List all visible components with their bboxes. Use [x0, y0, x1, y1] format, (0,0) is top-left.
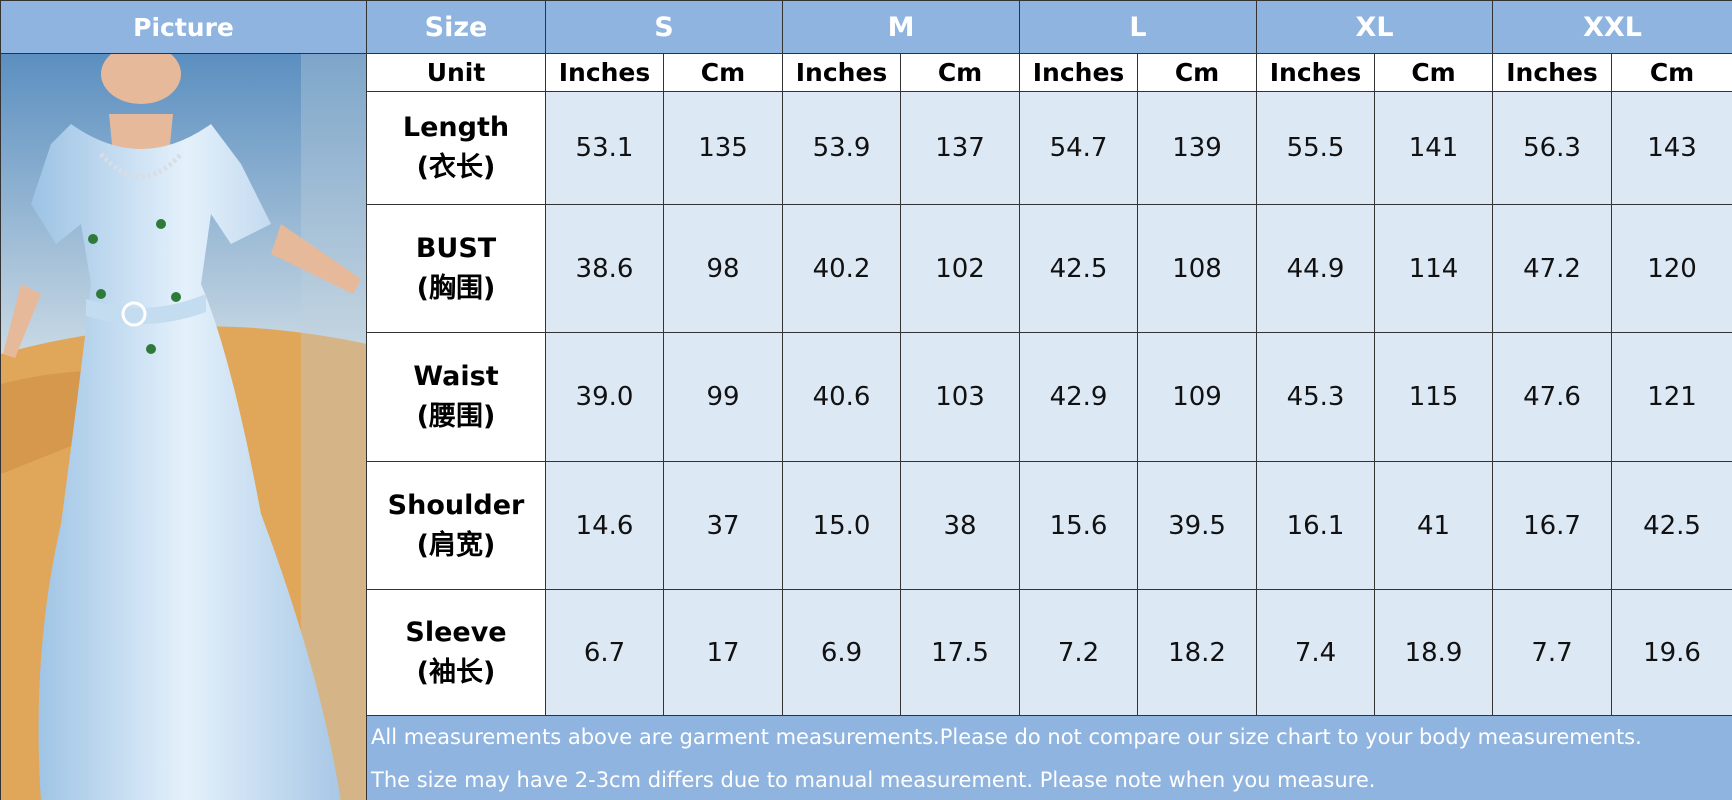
- measure-value: 7.4: [1256, 589, 1376, 716]
- measure-label: BUST (胸围): [366, 204, 546, 333]
- measure-value: 44.9: [1256, 204, 1376, 333]
- measure-name: Waist: [413, 361, 499, 392]
- measure-value: 16.1: [1256, 461, 1376, 590]
- measure-value: 54.7: [1019, 91, 1139, 205]
- measure-name: Sleeve: [405, 616, 507, 648]
- measure-value: 40.6: [782, 332, 902, 462]
- unit-label: Unit: [366, 53, 546, 92]
- measure-value: 108: [1137, 204, 1258, 333]
- measure-value: 6.7: [545, 589, 664, 716]
- measure-label: Shoulder (肩宽): [366, 461, 546, 590]
- measure-name: Shoulder: [387, 489, 525, 521]
- size-header: M: [782, 0, 1021, 54]
- measure-value: 42.5: [1019, 204, 1139, 333]
- measure-label: Waist (腰围): [366, 332, 546, 462]
- header-row: Picture Size S M L XL XXL: [0, 0, 1732, 54]
- product-picture: [0, 53, 367, 800]
- measure-value: 99: [662, 332, 784, 462]
- measure-value: 114: [1374, 204, 1494, 333]
- measure-value: 17: [662, 589, 784, 716]
- measure-label: Length (衣长): [366, 91, 546, 205]
- measure-name-cn: (肩宽): [416, 529, 496, 561]
- measure-value: 14.6: [545, 461, 664, 590]
- measure-value: 6.9: [782, 589, 902, 716]
- measure-row: Length (衣长) 53.1 135 53.9 137 54.7 139 55.5 141 56…: [1, 91, 1732, 205]
- measure-value: 18.9: [1374, 589, 1494, 716]
- unit-row: Unit Inches Cm Inches Cm Inches Cm Inches Cm Inc…: [0, 53, 1732, 800]
- measure-value: 139: [1137, 91, 1258, 205]
- measure-name-cn: (胸围): [416, 272, 496, 304]
- measure-value: 137: [900, 91, 1021, 205]
- measure-name-cn: (袖长): [416, 656, 496, 688]
- dress-illustration: [1, 54, 366, 800]
- measure-value: 56.3: [1492, 91, 1613, 205]
- measure-value: 55.5: [1256, 91, 1376, 205]
- picture-header: Picture: [0, 0, 367, 54]
- note: The size may have 2-3cm differs due to m…: [371, 768, 1376, 792]
- measure-value: 18.2: [1137, 589, 1258, 716]
- measure-value: 17.5: [900, 589, 1021, 716]
- unit-header: Inches: [1256, 53, 1376, 92]
- unit-header: Inches: [1492, 53, 1613, 92]
- measure-value: 42.5: [1611, 461, 1732, 590]
- measure-value: 37: [662, 461, 784, 590]
- notes: All measurements above are garment measu…: [365, 715, 1732, 800]
- measure-value: 45.3: [1256, 332, 1376, 462]
- measure-value: 15.6: [1019, 461, 1139, 590]
- measure-value: 47.6: [1492, 332, 1613, 462]
- unit-header: Inches: [782, 53, 902, 92]
- size-header: S: [544, 0, 784, 54]
- measure-value: 143: [1611, 91, 1732, 205]
- measure-value: 39.5: [1137, 461, 1258, 590]
- note: All measurements above are garment measu…: [371, 725, 1642, 749]
- unit-header: Cm: [1611, 53, 1732, 92]
- measure-row: Sleeve (袖长) 6.7 17 6.9 17.5 7.2 18.2 7.4 18.9 7.7 1…: [1, 589, 1732, 716]
- unit-header: Cm: [1137, 53, 1258, 92]
- measure-value: 141: [1374, 91, 1494, 205]
- size-header: XL: [1256, 0, 1494, 54]
- measure-value: 7.2: [1019, 589, 1139, 716]
- measure-name-cn: (衣长): [416, 152, 496, 183]
- measure-value: 47.2: [1492, 204, 1613, 333]
- measure-value: 115: [1374, 332, 1494, 462]
- unit-header: Cm: [900, 53, 1021, 92]
- measure-value: 38: [900, 461, 1021, 590]
- unit-header: Cm: [1374, 53, 1494, 92]
- measure-value: 38.6: [545, 204, 664, 333]
- measure-value: 15.0: [782, 461, 902, 590]
- measure-value: 102: [900, 204, 1021, 333]
- measure-value: 7.7: [1492, 589, 1613, 716]
- measure-name: BUST: [415, 232, 497, 264]
- notes-row: All measurements above are garment measu…: [1, 715, 1732, 800]
- measure-value: 120: [1611, 204, 1732, 333]
- measure-value: 39.0: [545, 332, 664, 462]
- measure-row: Shoulder (肩宽) 14.6 37 15.0 38 15.6 39.5 16.1 41 16…: [1, 461, 1732, 590]
- measure-value: 109: [1137, 332, 1258, 462]
- measure-value: 103: [900, 332, 1021, 462]
- unit-header: Inches: [545, 53, 664, 92]
- measure-value: 41: [1374, 461, 1494, 590]
- measure-value: 53.1: [545, 91, 664, 205]
- measure-name: Length: [402, 112, 510, 143]
- size-header: L: [1019, 0, 1258, 54]
- measure-value: 40.2: [782, 204, 902, 333]
- measure-row: BUST (胸围) 38.6 98 40.2 102 42.5 108 44.9 114 47.2 1…: [1, 204, 1732, 333]
- unit-header: Inches: [1019, 53, 1139, 92]
- measure-value: 98: [662, 204, 784, 333]
- measure-value: 19.6: [1611, 589, 1732, 716]
- measure-value: 53.9: [782, 91, 902, 205]
- size-header: XXL: [1492, 0, 1732, 54]
- size-header: Size: [366, 0, 546, 54]
- measure-name-cn: (腰围): [416, 401, 496, 432]
- measure-value: 121: [1611, 332, 1732, 462]
- unit-header: Cm: [662, 53, 784, 92]
- measure-value: 42.9: [1019, 332, 1139, 462]
- measure-label: Sleeve (袖长): [366, 589, 546, 716]
- measure-value: 16.7: [1492, 461, 1613, 590]
- measure-value: 135: [662, 91, 784, 205]
- measure-row: Waist (腰围) 39.0 99 40.6 103 42.9 109 45.3 115 47.6…: [1, 332, 1732, 462]
